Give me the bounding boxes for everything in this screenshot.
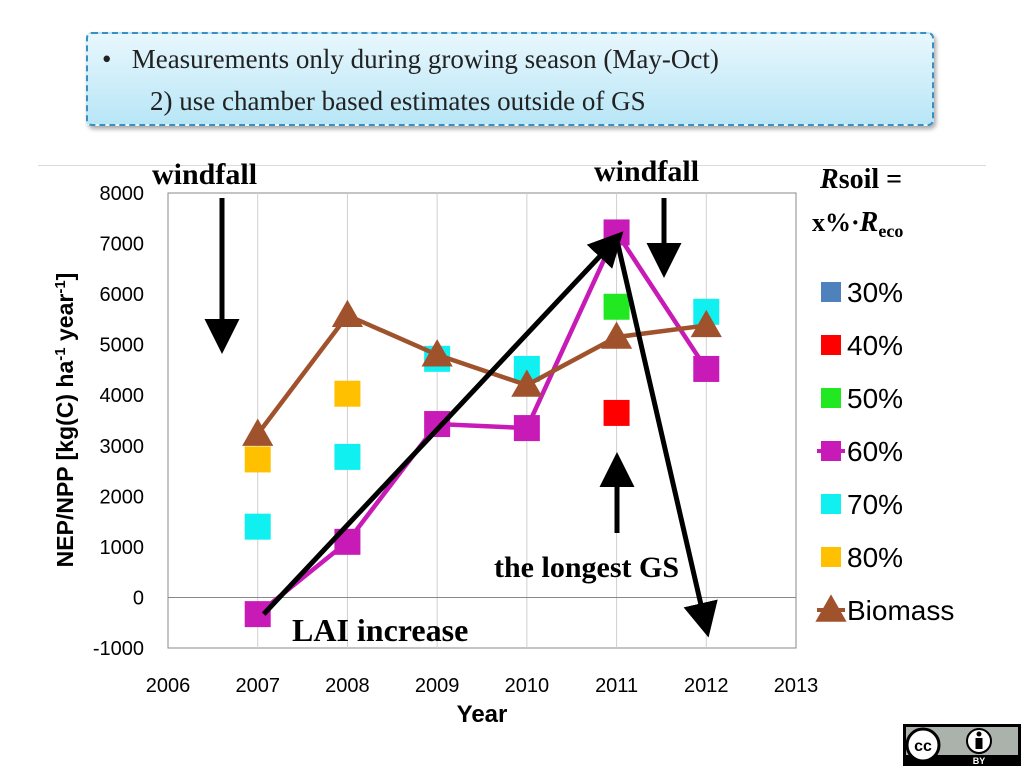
person-icon xyxy=(966,728,992,754)
legend-swatch-biomass xyxy=(815,594,847,622)
plot-area xyxy=(167,192,797,649)
legend-swatch-40pct xyxy=(821,335,841,355)
y-axis-title-part-2: year xyxy=(52,294,78,348)
point-70pct-2008 xyxy=(334,443,361,470)
legend-swatch-80pct xyxy=(821,547,841,567)
x-tick-label-2007: 2007 xyxy=(235,675,280,697)
series-line-biomass xyxy=(255,312,707,436)
point-40pct-2011 xyxy=(603,399,630,426)
rsoil-symbol: R xyxy=(819,164,839,195)
x-tick-label-2006: 2006 xyxy=(146,675,191,697)
y-tick-label-4000: 4000 xyxy=(100,385,145,407)
by-label: BY xyxy=(973,756,986,766)
x-tick-labels: 2006 2007 2008 2009 2010 2011 2012 2013 xyxy=(146,675,819,697)
legend-label-30pct: 30% xyxy=(847,277,903,308)
point-biomass-2009 xyxy=(421,339,453,367)
point-70pct-2007 xyxy=(244,513,271,540)
legend-item-biomass: Biomass xyxy=(815,594,954,626)
rsoil-fraction: x%· xyxy=(812,208,860,237)
y-tick-label-1000: 1000 xyxy=(100,537,145,559)
legend: 30% 40% 50% 60% 70% 80% Biomass xyxy=(815,277,954,626)
trend-arrow-up xyxy=(261,231,624,616)
point-80pct-2008 xyxy=(334,380,361,407)
windfall-label-right: windfall xyxy=(594,155,699,188)
y-tick-label-2000: 2000 xyxy=(100,486,145,508)
point-60pct-2010 xyxy=(513,415,540,442)
point-biomass-2012 xyxy=(690,309,722,338)
reco-symbol: R xyxy=(859,207,879,238)
legend-item-50pct: 50% xyxy=(821,383,903,414)
trend-arrow-down xyxy=(614,237,718,638)
point-60pct-2012 xyxy=(693,355,720,382)
legend-swatch-30pct xyxy=(821,282,841,302)
legend-label-60pct: 60% xyxy=(847,436,903,467)
y-tick-label-8000: 8000 xyxy=(100,183,145,205)
legend-label-70pct: 70% xyxy=(847,489,903,520)
point-50pct-2011 xyxy=(603,293,630,320)
y-axis-title-sup-1: -1 xyxy=(52,347,69,360)
point-biomass-2007 xyxy=(242,418,274,446)
windfall-label-left: windfall xyxy=(152,158,257,191)
x-tick-label-2010: 2010 xyxy=(505,675,550,697)
x-tick-label-2011: 2011 xyxy=(595,675,638,697)
y-axis-title: NEP/NPP [kg(C) ha-1 year-1] xyxy=(52,273,79,568)
y-tick-label-6000: 6000 xyxy=(100,284,145,306)
y-tick-label-3000: 3000 xyxy=(100,436,145,458)
y-axis-title-part-1: NEP/NPP [kg(C) ha xyxy=(52,361,78,568)
legend-item-30pct: 30% xyxy=(821,277,903,308)
x-axis-title: Year xyxy=(457,701,508,728)
y-axis-title-sup-2: -1 xyxy=(52,280,69,293)
y-axis-title-part-3: ] xyxy=(52,273,78,281)
cc-by-badge: cc BY xyxy=(903,724,1021,766)
x-tick-label-2009: 2009 xyxy=(415,675,460,697)
bullet-line-2: 2) use chamber based estimates outside o… xyxy=(150,86,646,116)
legend-swatch-50pct xyxy=(821,388,841,408)
y-tick-label-5000: 5000 xyxy=(100,335,145,357)
bullet-box: • Measurements only during growing seaso… xyxy=(86,32,934,126)
point-80pct-2007 xyxy=(244,446,271,473)
legend-label-80pct: 80% xyxy=(847,542,903,573)
legend-swatch-70pct xyxy=(821,494,841,514)
point-biomass-2008 xyxy=(331,299,364,328)
cc-icon xyxy=(905,727,941,763)
legend-label-biomass: Biomass xyxy=(847,595,954,626)
legend-label-50pct: 50% xyxy=(847,383,903,414)
legend-item-80pct: 80% xyxy=(821,542,903,573)
y-tick-labels: -1000 0 1000 2000 3000 4000 5000 6000 7000 8000 xyxy=(93,183,144,660)
y-tick-label--1000: -1000 xyxy=(93,638,144,660)
y-tick-label-0: 0 xyxy=(133,587,144,609)
legend-item-40pct: 40% xyxy=(821,330,903,361)
rsoil-text: soil = xyxy=(839,164,902,195)
legend-item-60pct: 60% xyxy=(817,436,903,467)
point-biomass-2011 xyxy=(600,321,633,349)
series-40pct xyxy=(603,399,630,426)
bullet-line-1: • Measurements only during growing seaso… xyxy=(102,44,719,75)
rsoil-formula-line-1: Rsoil = xyxy=(819,164,902,195)
cc-label: cc xyxy=(914,738,932,755)
y-tick-label-7000: 7000 xyxy=(100,234,145,256)
point-biomass-2010 xyxy=(511,369,543,397)
longest-gs-label: the longest GS xyxy=(494,551,679,584)
bullet-text-1: Measurements only during growing season … xyxy=(131,44,719,74)
lai-increase-label: LAI increase xyxy=(292,612,468,648)
rsoil-formula-line-2: x%·Reco xyxy=(812,207,903,241)
reco-subscript: eco xyxy=(878,221,903,241)
x-tick-label-2012: 2012 xyxy=(684,675,729,697)
series-80pct xyxy=(244,380,361,473)
series-50pct xyxy=(603,293,630,320)
legend-label-40pct: 40% xyxy=(847,330,903,361)
divider-line xyxy=(38,165,986,166)
x-tick-label-2013: 2013 xyxy=(774,675,819,697)
x-tick-label-2008: 2008 xyxy=(325,675,370,697)
legend-item-70pct: 70% xyxy=(821,489,903,520)
legend-swatch-60pct xyxy=(821,441,841,461)
series-line-60pct xyxy=(256,227,709,616)
series-biomass xyxy=(242,299,722,446)
bullet-symbol: • xyxy=(102,44,112,74)
